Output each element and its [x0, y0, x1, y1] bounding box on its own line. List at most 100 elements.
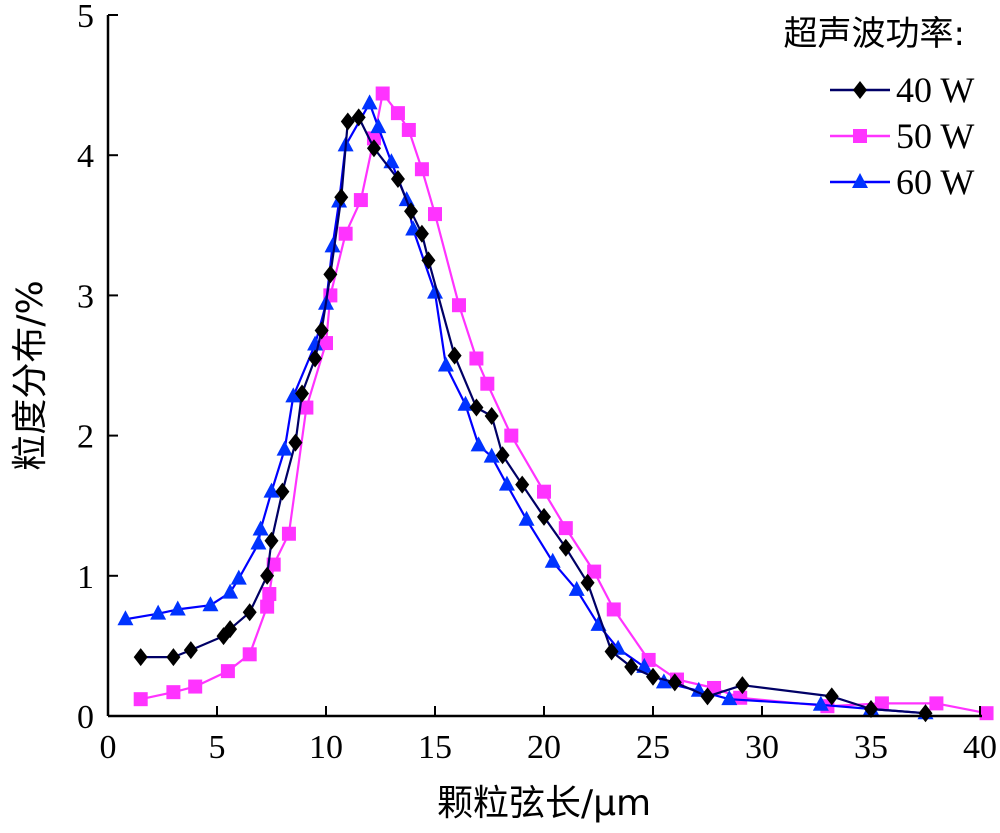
data-point [324, 237, 341, 253]
data-point [495, 446, 510, 465]
y-ticks: 0 1 2 3 4 5 [77, 0, 118, 736]
legend-label: 40 W [896, 70, 974, 110]
data-point [338, 226, 353, 241]
data-point [469, 351, 484, 366]
data-point [918, 704, 933, 723]
data-point [314, 321, 329, 340]
data-point [735, 676, 750, 695]
data-point [276, 440, 293, 456]
data-point [929, 696, 944, 711]
data-point [281, 526, 296, 541]
x-tick-label: 25 [636, 729, 670, 766]
data-point [537, 507, 551, 526]
data-point [568, 580, 585, 596]
data-point [470, 436, 487, 452]
legend-marker [852, 173, 868, 188]
data-point [188, 679, 203, 694]
data-point [264, 531, 279, 550]
data-point [133, 692, 148, 707]
x-axis-label: 颗粒弦长/μm [437, 783, 651, 824]
legend-marker [853, 129, 867, 143]
data-point [667, 673, 682, 692]
data-point [242, 603, 257, 622]
x-tick-label: 0 [100, 729, 117, 766]
data-point [361, 94, 378, 110]
data-point [874, 696, 889, 711]
data-point [202, 596, 219, 612]
x-tick-label: 30 [745, 729, 779, 766]
data-point [515, 475, 530, 494]
data-point [266, 557, 281, 572]
legend: 超声波功率: 40 W 50 W 60 W [784, 14, 975, 202]
data-point [340, 112, 355, 131]
data-point [323, 265, 338, 284]
y-tick-label: 2 [77, 419, 94, 456]
x-tick-label: 5 [209, 729, 226, 766]
legend-item: 50 W [830, 116, 974, 156]
x-tick-label: 35 [854, 729, 888, 766]
data-point [220, 664, 235, 679]
data-point [319, 336, 333, 351]
data-point [223, 620, 238, 639]
legend-item: 40 W [830, 70, 974, 110]
data-point [451, 298, 466, 313]
y-tick-label: 0 [77, 699, 94, 736]
y-axis-label: 粒度分布/% [10, 280, 51, 470]
data-point [480, 376, 495, 391]
data-point [655, 673, 672, 689]
data-point [288, 433, 303, 452]
data-point [166, 685, 181, 700]
data-point [307, 335, 324, 351]
data-point [580, 573, 595, 592]
data-point [824, 687, 839, 706]
data-point [222, 583, 239, 599]
y-tick-label: 3 [77, 278, 94, 315]
x-ticks: 0 5 10 15 20 25 30 35 40 [100, 706, 997, 766]
data-point [375, 86, 390, 101]
data-point [166, 648, 181, 667]
data-point [117, 610, 134, 626]
data-point [812, 695, 829, 711]
plot-series [117, 86, 994, 723]
data-point [587, 564, 602, 579]
data-point [504, 428, 519, 443]
data-point [606, 602, 621, 617]
data-point [700, 687, 715, 706]
x-tick-label: 15 [418, 729, 452, 766]
data-point [469, 398, 484, 417]
data-point [421, 251, 436, 270]
data-point [370, 118, 387, 134]
data-point [537, 484, 551, 499]
data-point [150, 604, 167, 620]
data-point [275, 482, 290, 501]
data-point [721, 690, 738, 706]
x-tick-label: 10 [309, 729, 343, 766]
data-point [604, 642, 619, 661]
legend-marker [853, 81, 867, 99]
legend-item: 60 W [830, 162, 974, 202]
data-point [285, 387, 302, 403]
y-tick-label: 4 [77, 138, 94, 175]
data-point [414, 162, 429, 177]
data-point [263, 482, 280, 498]
data-point [353, 193, 368, 208]
legend-items: 40 W 50 W 60 W [830, 70, 974, 202]
data-point [646, 667, 660, 686]
data-point [334, 188, 349, 207]
data-point [169, 600, 186, 616]
data-point [690, 681, 707, 697]
data-point [498, 475, 515, 491]
data-point [733, 690, 748, 705]
data-point [183, 641, 198, 660]
data-point [262, 587, 277, 602]
data-point [250, 534, 267, 550]
data-point [544, 552, 561, 568]
data-point [390, 170, 405, 189]
data-point [518, 510, 535, 526]
data-point [390, 106, 405, 121]
data-point [428, 207, 442, 222]
data-point [308, 349, 323, 368]
data-point [624, 657, 639, 676]
data-point [558, 538, 573, 557]
